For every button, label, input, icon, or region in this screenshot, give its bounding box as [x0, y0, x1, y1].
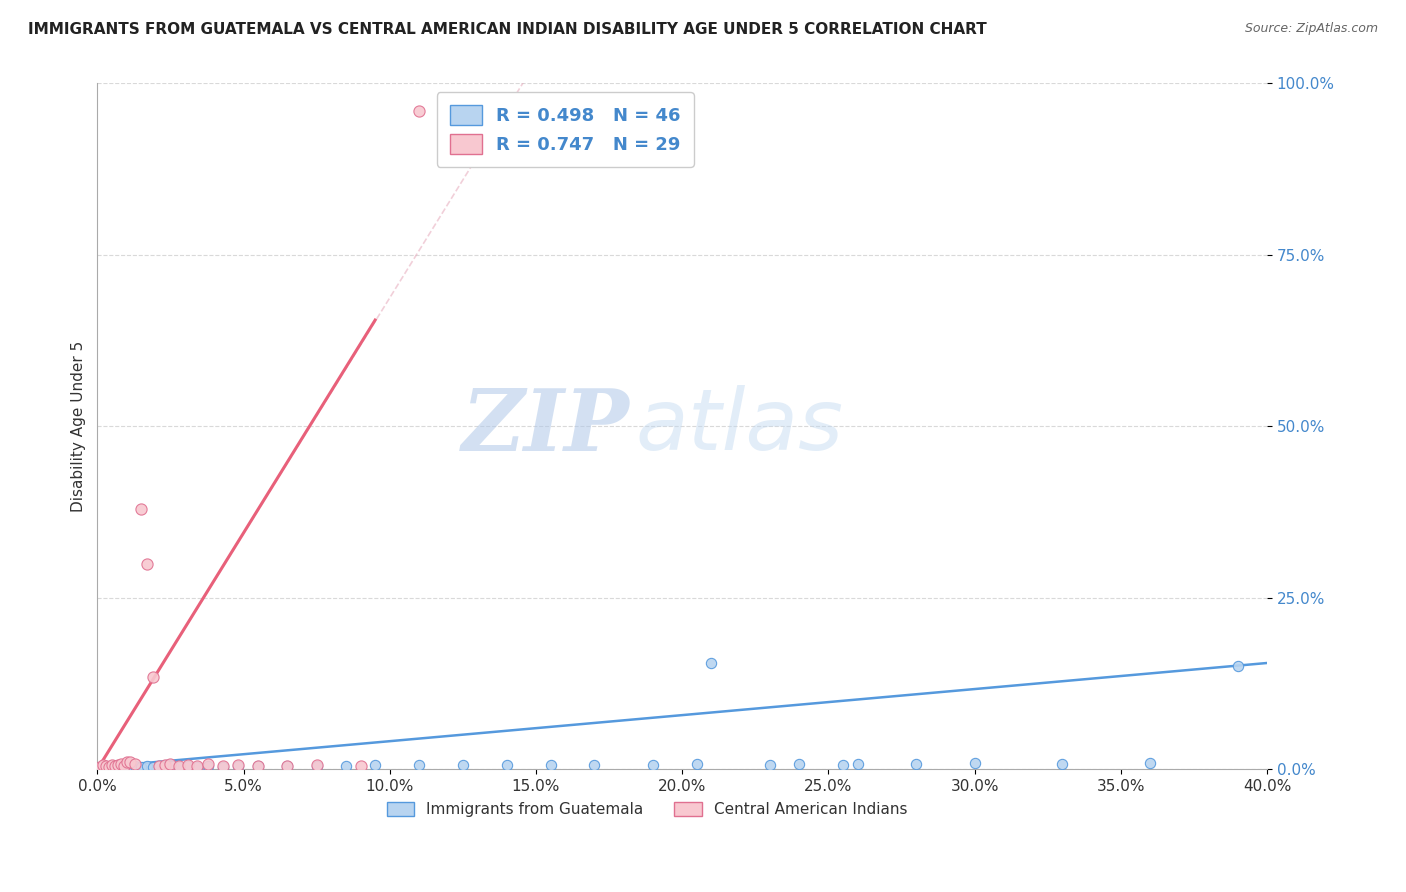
Point: [115, 756, 138, 770]
Point: [104, 759, 127, 773]
Point: [104, 759, 127, 773]
Point: [148, 759, 170, 773]
Point: [247, 759, 270, 773]
Point: [136, 759, 159, 773]
Point: [107, 759, 129, 773]
Point: [91, 758, 114, 772]
Point: [162, 759, 184, 773]
Text: ZIP: ZIP: [461, 384, 630, 468]
Point: [186, 759, 208, 773]
Point: [94, 759, 117, 773]
Point: [905, 756, 928, 771]
Point: [153, 758, 176, 772]
Point: [787, 756, 810, 771]
Point: [98, 760, 121, 774]
Point: [305, 759, 328, 773]
Point: [142, 759, 165, 773]
Point: [177, 759, 200, 773]
Point: [759, 757, 782, 772]
Text: Source: ZipAtlas.com: Source: ZipAtlas.com: [1244, 22, 1378, 36]
Y-axis label: Disability Age Under 5: Disability Age Under 5: [72, 341, 86, 512]
Point: [124, 759, 146, 773]
Point: [167, 759, 190, 773]
Point: [540, 757, 562, 772]
Point: [1139, 756, 1161, 771]
Point: [110, 760, 132, 774]
Point: [451, 758, 474, 772]
Text: atlas: atlas: [636, 384, 844, 468]
Point: [335, 759, 357, 773]
Point: [1226, 659, 1249, 673]
Point: [89, 759, 111, 773]
Point: [118, 759, 141, 773]
Point: [641, 757, 664, 772]
Point: [408, 758, 430, 772]
Point: [276, 759, 298, 773]
Point: [98, 759, 121, 773]
Point: [226, 758, 249, 772]
Point: [142, 670, 165, 684]
Point: [963, 756, 986, 771]
Point: [846, 756, 869, 771]
Point: [197, 759, 219, 773]
Point: [129, 759, 152, 773]
Point: [364, 758, 387, 772]
Point: [1052, 756, 1074, 771]
Point: [101, 759, 124, 773]
Point: [212, 759, 235, 773]
Point: [110, 756, 132, 771]
Point: [112, 759, 135, 773]
Point: [129, 501, 152, 516]
Point: [686, 756, 709, 771]
Point: [177, 758, 200, 772]
Text: IMMIGRANTS FROM GUATEMALA VS CENTRAL AMERICAN INDIAN DISABILITY AGE UNDER 5 CORR: IMMIGRANTS FROM GUATEMALA VS CENTRAL AME…: [28, 22, 987, 37]
Point: [101, 758, 124, 772]
Point: [115, 759, 138, 773]
Point: [153, 759, 176, 773]
Point: [305, 758, 328, 772]
Point: [118, 756, 141, 770]
Point: [583, 757, 606, 772]
Point: [107, 758, 129, 772]
Point: [226, 759, 249, 773]
Point: [212, 759, 235, 773]
Point: [832, 757, 855, 772]
Point: [700, 656, 723, 670]
Point: [148, 759, 170, 773]
Point: [159, 756, 181, 771]
Point: [167, 759, 190, 773]
Point: [197, 756, 219, 771]
Point: [112, 759, 135, 773]
Point: [91, 760, 114, 774]
Point: [495, 757, 517, 772]
Point: [408, 103, 430, 118]
Point: [349, 759, 371, 773]
Point: [124, 756, 146, 771]
Point: [136, 557, 159, 571]
Point: [94, 759, 117, 773]
Legend: Immigrants from Guatemala, Central American Indians: Immigrants from Guatemala, Central Ameri…: [381, 796, 914, 823]
Point: [276, 759, 298, 773]
Point: [89, 759, 111, 773]
Point: [186, 759, 208, 773]
Point: [247, 759, 270, 773]
